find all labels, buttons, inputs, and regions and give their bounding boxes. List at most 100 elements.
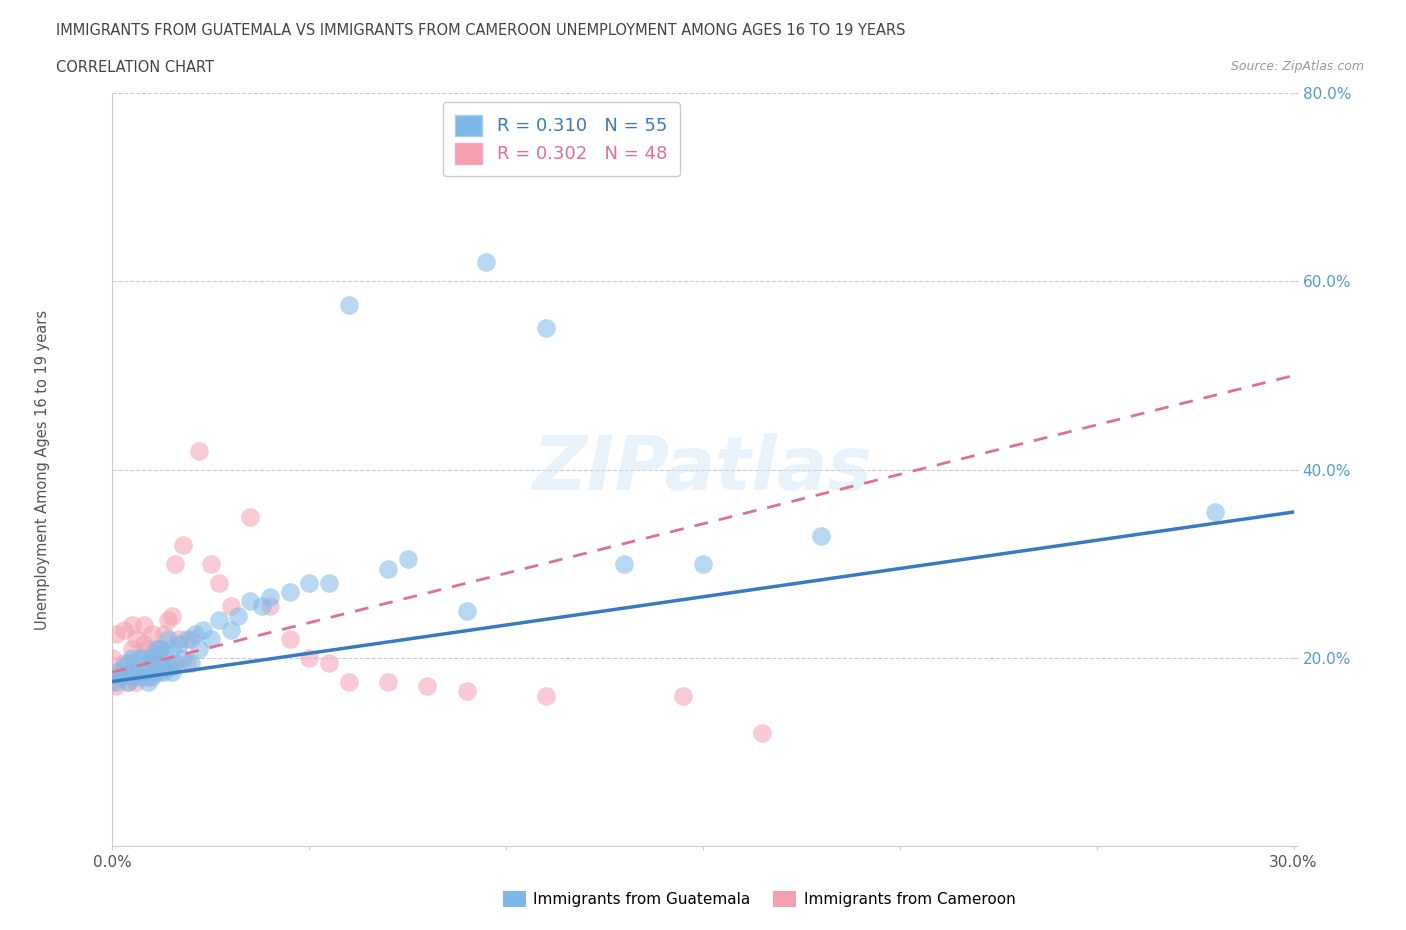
Point [149, 641, 172, 656]
Point [278, 631, 301, 646]
Point [377, 674, 399, 689]
Point [810, 528, 832, 543]
Point [672, 688, 695, 703]
Point [298, 575, 321, 591]
Point [156, 660, 179, 675]
Point [318, 575, 340, 591]
Point [534, 321, 557, 336]
Point [208, 613, 231, 628]
Point [160, 660, 183, 675]
Point [101, 651, 124, 666]
Point [112, 656, 135, 671]
Point [132, 636, 155, 651]
Point [129, 670, 152, 684]
Point [188, 444, 211, 458]
Point [105, 679, 128, 694]
Point [692, 556, 714, 571]
Point [121, 618, 143, 632]
Point [152, 627, 174, 642]
Point [156, 631, 179, 646]
Point [250, 599, 273, 614]
Point [129, 665, 152, 680]
Point [456, 604, 478, 618]
Point [149, 660, 172, 675]
Point [145, 645, 167, 660]
Point [145, 665, 167, 680]
Point [110, 665, 132, 680]
Point [318, 656, 340, 671]
Point [125, 665, 148, 680]
Point [200, 556, 222, 571]
Point [191, 622, 214, 637]
Point [141, 670, 163, 684]
Point [176, 631, 198, 646]
Point [1204, 505, 1226, 520]
Point [188, 641, 211, 656]
Point [141, 656, 163, 671]
Point [259, 590, 281, 604]
Point [129, 651, 152, 666]
Point [121, 665, 143, 680]
Point [156, 613, 179, 628]
Point [136, 674, 159, 689]
Point [298, 651, 321, 666]
Point [117, 674, 139, 689]
Point [132, 618, 155, 632]
Point [239, 594, 262, 609]
Point [184, 627, 207, 642]
Text: CORRELATION CHART: CORRELATION CHART [56, 60, 214, 75]
Point [259, 599, 281, 614]
Point [121, 641, 143, 656]
Text: Source: ZipAtlas.com: Source: ZipAtlas.com [1230, 60, 1364, 73]
Point [149, 641, 172, 656]
Point [475, 255, 498, 270]
Y-axis label: Unemployment Among Ages 16 to 19 years: Unemployment Among Ages 16 to 19 years [35, 310, 51, 630]
Point [110, 670, 132, 684]
Point [105, 627, 128, 642]
Point [112, 660, 135, 675]
Point [160, 608, 183, 623]
Point [278, 585, 301, 600]
Point [125, 674, 148, 689]
Point [534, 688, 557, 703]
Point [176, 656, 198, 671]
Point [160, 641, 183, 656]
Point [112, 622, 135, 637]
Legend: R = 0.310   N = 55, R = 0.302   N = 48: R = 0.310 N = 55, R = 0.302 N = 48 [443, 102, 681, 177]
Point [337, 674, 360, 689]
Point [416, 679, 439, 694]
Point [239, 510, 262, 525]
Point [105, 674, 128, 689]
Point [136, 670, 159, 684]
Point [136, 641, 159, 656]
Point [152, 645, 174, 660]
Point [160, 665, 183, 680]
Point [121, 651, 143, 666]
Point [172, 651, 194, 666]
Point [141, 651, 163, 666]
Point [117, 656, 139, 671]
Point [169, 631, 191, 646]
Point [117, 674, 139, 689]
Point [165, 556, 187, 571]
Point [180, 631, 202, 646]
Point [200, 631, 222, 646]
Text: ZIPatlas: ZIPatlas [533, 433, 873, 506]
Point [125, 631, 148, 646]
Point [132, 665, 155, 680]
Point [132, 651, 155, 666]
Point [149, 665, 172, 680]
Point [613, 556, 636, 571]
Point [337, 298, 360, 312]
Point [219, 599, 242, 614]
Point [136, 656, 159, 671]
Point [152, 665, 174, 680]
Point [145, 641, 167, 656]
Point [105, 665, 128, 680]
Point [169, 636, 191, 651]
Point [172, 538, 194, 552]
Point [180, 656, 202, 671]
Point [121, 670, 143, 684]
Point [456, 684, 478, 698]
Point [396, 551, 419, 566]
